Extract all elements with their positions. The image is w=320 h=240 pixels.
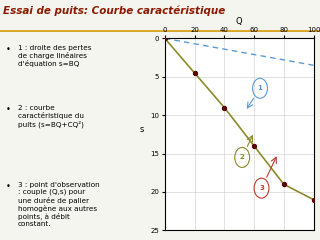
Point (192, 71, 197, 75)
Point (162, 36, 167, 40)
Text: •: • (6, 45, 11, 54)
Text: •: • (6, 182, 11, 191)
Text: 3: 3 (259, 185, 264, 191)
Text: 1 : droite des pertes
de charge linéaires
d'équation s=BQ: 1 : droite des pertes de charge linéaire… (18, 45, 91, 67)
Point (281, 182, 286, 186)
Text: 2 : courbe
caractéristique du
puits (s=BQ+CQ²): 2 : courbe caractéristique du puits (s=B… (18, 105, 84, 128)
Text: Essai de puits: Courbe caractéristique: Essai de puits: Courbe caractéristique (3, 6, 226, 16)
Point (311, 198, 316, 202)
Point (222, 106, 227, 109)
Text: 2: 2 (240, 155, 244, 160)
Text: •: • (6, 105, 11, 114)
Y-axis label: s: s (140, 125, 144, 134)
Text: 1: 1 (258, 85, 262, 91)
Point (252, 144, 257, 148)
X-axis label: Q: Q (236, 17, 243, 26)
Text: 3 : point d'observation
: couple (Q,s) pour
une durée de palier
homogène aux aut: 3 : point d'observation : couple (Q,s) p… (18, 182, 99, 227)
